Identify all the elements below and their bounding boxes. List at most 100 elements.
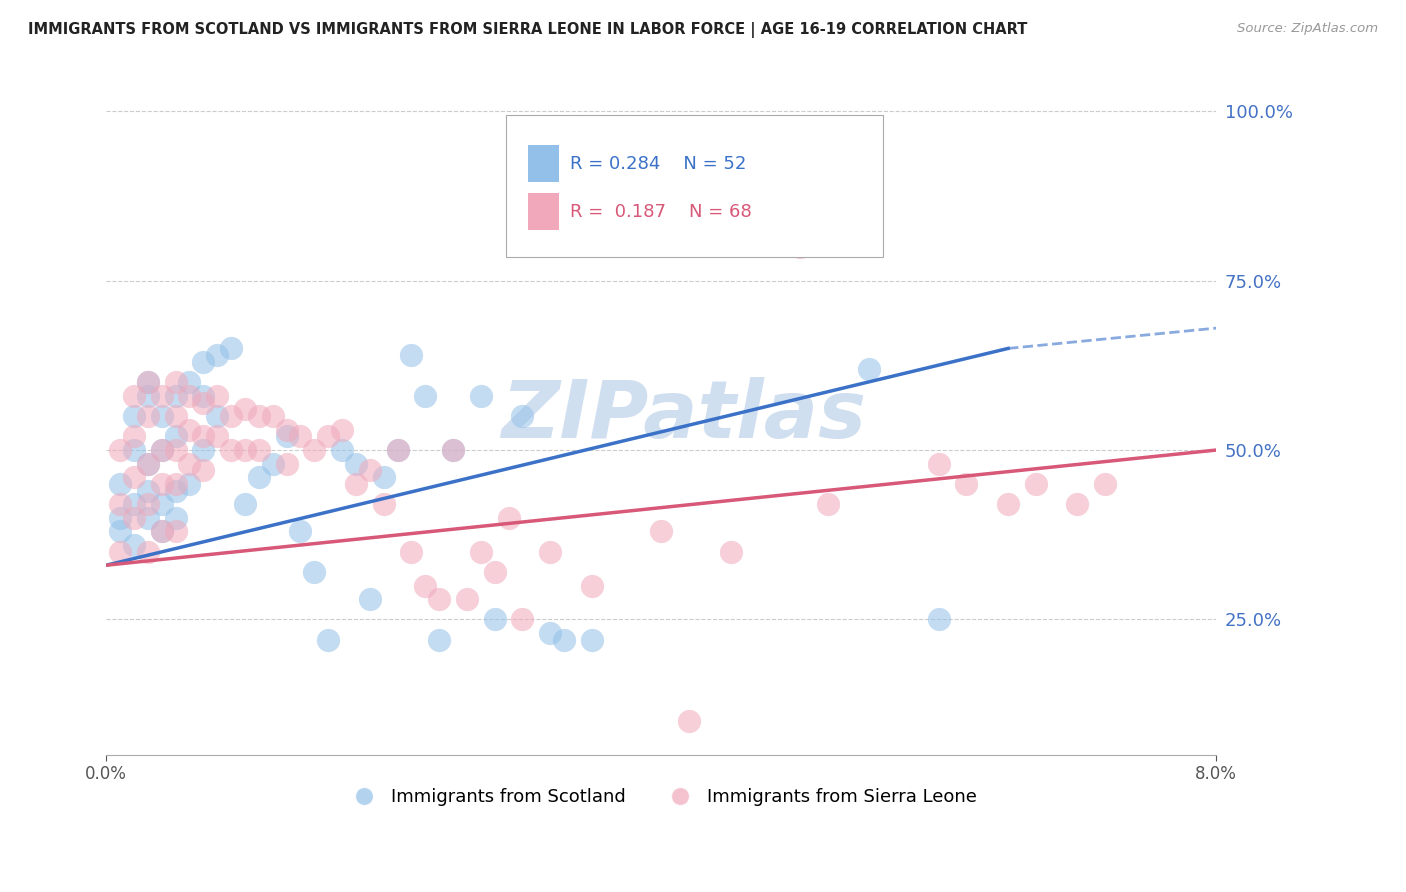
Text: R = 0.284    N = 52: R = 0.284 N = 52 [571, 155, 747, 173]
Point [207, 389, 229, 403]
Point [136, 544, 159, 558]
FancyBboxPatch shape [506, 115, 883, 257]
Point [247, 409, 270, 424]
Point [122, 389, 145, 403]
Text: ZIPatlas: ZIPatlas [501, 377, 866, 455]
Point [122, 510, 145, 524]
Point [165, 477, 187, 491]
Point [136, 376, 159, 390]
Point [108, 510, 131, 524]
Point [136, 457, 159, 471]
Point [108, 443, 131, 458]
Point [955, 477, 977, 491]
Point [207, 429, 229, 443]
Point [108, 477, 131, 491]
Point [122, 470, 145, 484]
Point [165, 483, 187, 498]
Point [108, 497, 131, 511]
Point [122, 409, 145, 424]
Point [150, 443, 173, 458]
Point [136, 510, 159, 524]
Point [498, 510, 520, 524]
Point [108, 524, 131, 539]
Point [193, 429, 215, 443]
Point [581, 578, 603, 592]
Point [330, 443, 353, 458]
Point [150, 524, 173, 539]
Point [344, 457, 367, 471]
Point [928, 612, 950, 626]
Point [817, 497, 839, 511]
Point [858, 361, 880, 376]
Point [136, 376, 159, 390]
Text: Source: ZipAtlas.com: Source: ZipAtlas.com [1237, 22, 1378, 36]
Point [276, 457, 298, 471]
Point [219, 443, 242, 458]
Point [165, 524, 187, 539]
Point [165, 510, 187, 524]
Point [401, 348, 423, 362]
Point [233, 497, 256, 511]
Point [928, 457, 950, 471]
Point [193, 395, 215, 409]
Point [122, 538, 145, 552]
Point [373, 497, 395, 511]
Point [470, 389, 492, 403]
Point [359, 463, 381, 477]
Point [150, 524, 173, 539]
Point [233, 402, 256, 417]
Point [997, 497, 1019, 511]
Point [193, 355, 215, 369]
Point [219, 342, 242, 356]
Point [219, 409, 242, 424]
Point [207, 409, 229, 424]
Point [1025, 477, 1047, 491]
Point [387, 443, 409, 458]
Point [179, 376, 201, 390]
Point [262, 409, 284, 424]
Point [512, 612, 534, 626]
Bar [529, 145, 560, 183]
Point [290, 429, 312, 443]
Point [484, 565, 506, 579]
Point [179, 457, 201, 471]
Point [512, 409, 534, 424]
Point [789, 240, 811, 254]
Point [304, 565, 326, 579]
Point [415, 389, 437, 403]
Point [165, 409, 187, 424]
Point [262, 457, 284, 471]
Bar [529, 193, 560, 230]
Point [553, 632, 575, 647]
Point [207, 348, 229, 362]
Point [193, 463, 215, 477]
Point [330, 423, 353, 437]
Point [165, 429, 187, 443]
Point [136, 457, 159, 471]
Point [233, 443, 256, 458]
Point [373, 470, 395, 484]
Point [179, 389, 201, 403]
Point [678, 714, 700, 728]
Point [276, 429, 298, 443]
Point [179, 477, 201, 491]
Point [470, 544, 492, 558]
Point [165, 389, 187, 403]
Point [401, 544, 423, 558]
Point [136, 483, 159, 498]
Point [316, 429, 339, 443]
Point [316, 632, 339, 647]
Point [136, 497, 159, 511]
Point [136, 389, 159, 403]
Point [165, 376, 187, 390]
Point [247, 470, 270, 484]
Point [179, 423, 201, 437]
Point [484, 612, 506, 626]
Point [122, 497, 145, 511]
Point [150, 477, 173, 491]
Point [122, 443, 145, 458]
Point [290, 524, 312, 539]
Point [108, 544, 131, 558]
Point [150, 497, 173, 511]
Text: R =  0.187    N = 68: R = 0.187 N = 68 [571, 202, 752, 220]
